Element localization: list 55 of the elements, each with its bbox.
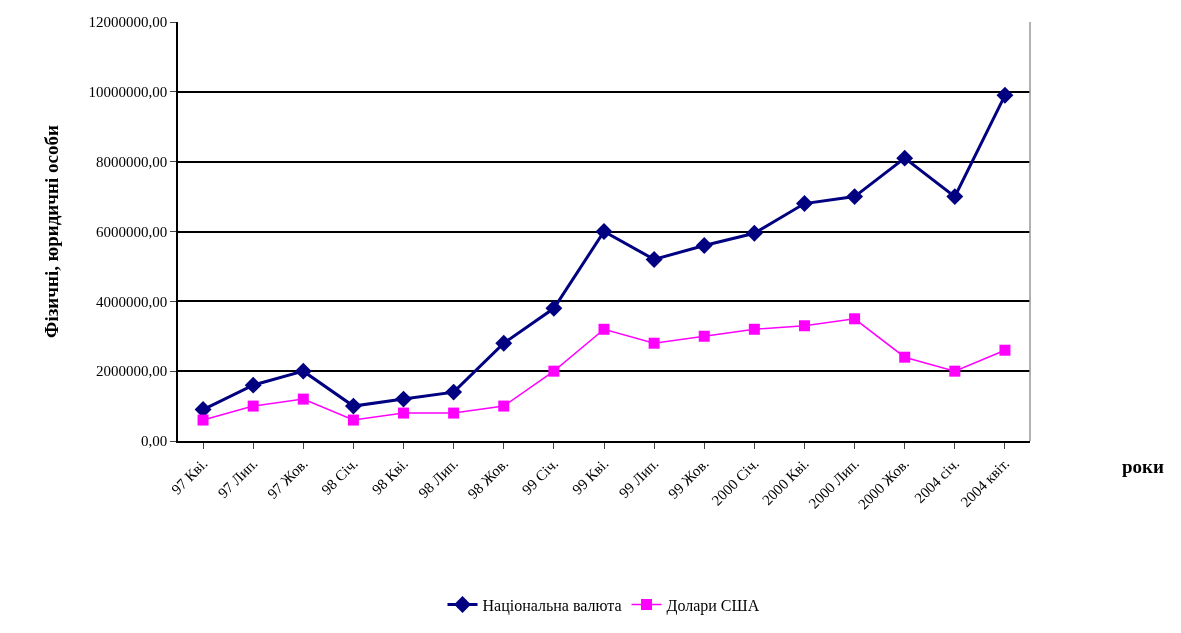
point — [946, 188, 964, 206]
point — [798, 320, 810, 332]
point — [545, 299, 563, 317]
point — [748, 323, 760, 335]
x-tick-label: 98 Січ. — [318, 455, 361, 498]
x-tick-label: 99 Жов. — [665, 455, 712, 502]
x-tick-label: 99 Лип. — [615, 455, 662, 502]
point — [695, 237, 713, 254]
point — [999, 344, 1011, 356]
point — [846, 188, 864, 206]
point — [344, 397, 362, 415]
x-axis-title: роки — [1122, 456, 1165, 477]
point — [548, 365, 560, 377]
x-tick-label: 97 Жов. — [264, 455, 311, 502]
point — [398, 407, 410, 419]
point — [297, 393, 309, 405]
point — [796, 195, 813, 213]
point — [745, 224, 763, 242]
point — [395, 390, 412, 408]
point — [445, 383, 463, 401]
point — [896, 149, 914, 167]
point — [595, 223, 613, 240]
y-tick-label: 8000000,00 — [96, 153, 168, 170]
point — [498, 400, 510, 412]
y-axis-title: Фізичні, юридичні особи — [40, 125, 62, 338]
y-tick-label: 2000000,00 — [96, 363, 168, 380]
y-tick-label: 4000000,00 — [96, 293, 168, 310]
point — [247, 400, 259, 412]
point — [244, 376, 262, 394]
point — [645, 250, 663, 268]
point — [347, 414, 359, 426]
x-tick-label: 97 Лип. — [214, 455, 261, 502]
point — [698, 330, 710, 342]
y-tick-label: 6000000,00 — [96, 223, 168, 240]
point — [294, 362, 312, 380]
x-tick-label: 99 Січ. — [518, 455, 562, 498]
x-tick-label: 99 Кві. — [569, 455, 612, 498]
legend-label: Національна валюта — [482, 596, 622, 615]
y-tick-label: 10000000,00 — [88, 84, 168, 101]
x-tick-label: 97 Кві. — [168, 455, 211, 498]
x-tick-label: 98 Кві. — [368, 455, 411, 498]
x-tick-label: 98 Жов. — [464, 455, 512, 502]
point — [495, 334, 513, 352]
point — [648, 337, 660, 349]
x-tick-label: 98 Лип. — [415, 455, 462, 502]
point — [448, 407, 460, 419]
point — [899, 351, 911, 363]
point — [949, 365, 961, 377]
point — [849, 313, 861, 325]
point — [598, 323, 610, 335]
y-tick-label: 12000000,00 — [88, 14, 168, 31]
legend-label: Долари США — [666, 596, 760, 615]
point — [197, 414, 209, 426]
point — [996, 86, 1014, 104]
y-tick-label: 0,00 — [141, 433, 168, 450]
